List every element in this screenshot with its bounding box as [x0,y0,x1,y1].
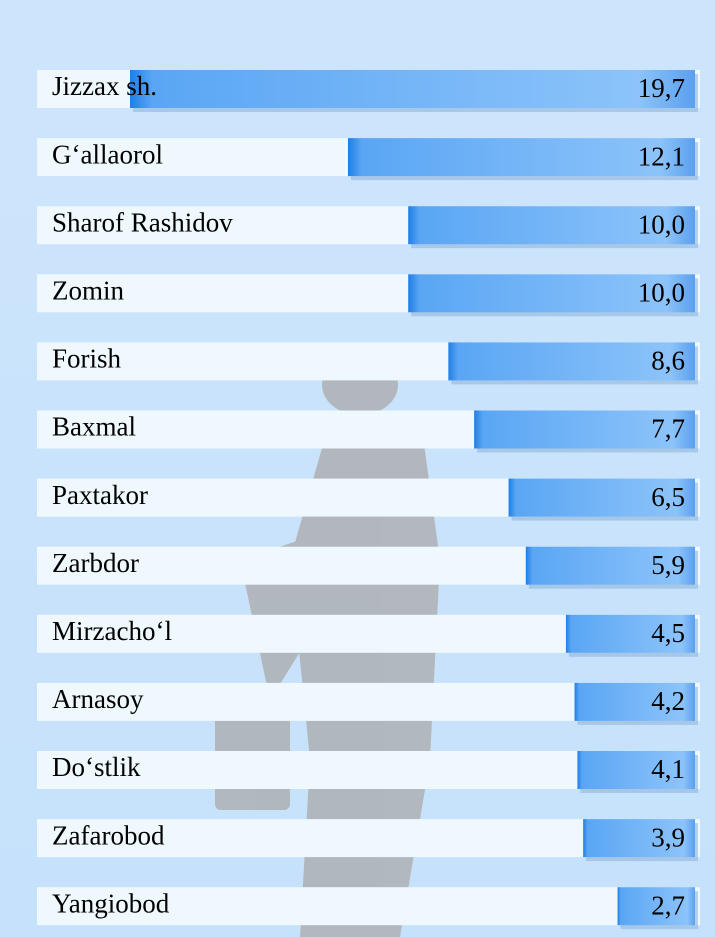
bar [508,478,695,517]
category-label: Zafarobod [52,820,165,850]
category-label: Forish [52,344,122,374]
bar [474,410,695,449]
bar [583,819,695,858]
value-label: 4,5 [651,618,685,648]
value-label: 7,7 [651,414,685,444]
category-label: Sharof Rashidov [52,207,233,237]
bar [130,70,695,108]
category-label: Zarbdor [52,548,139,578]
bar [448,342,695,381]
category-label: G‘allaorol [52,139,163,169]
category-label: Zomin [52,276,124,306]
bar [525,546,695,585]
value-label: 5,9 [651,550,685,580]
value-label: 6,5 [651,482,685,512]
value-label: 8,6 [651,346,685,376]
bar [408,206,695,245]
bar [408,274,695,313]
value-label: 12,1 [638,141,685,171]
value-label: 19,7 [638,73,685,103]
bar [347,138,695,177]
value-label: 2,7 [651,890,685,920]
category-label: Arnasoy [52,684,144,714]
value-label: 4,1 [651,754,685,784]
value-label: 10,0 [638,209,685,239]
row-strip [37,887,700,926]
category-label: Paxtakor [52,480,148,510]
category-label: Mirzacho‘l [52,616,172,646]
bar [565,614,695,653]
category-label: Yangiobod [52,888,170,918]
value-label: 3,9 [651,822,685,852]
value-label: 4,2 [651,686,685,716]
bar [574,682,695,721]
category-label: Baxmal [52,412,136,442]
category-label: Do‘stlik [52,752,141,782]
bar [617,887,695,926]
bar [577,751,695,789]
category-label: Jizzax sh. [52,71,157,101]
value-label: 10,0 [638,278,685,308]
